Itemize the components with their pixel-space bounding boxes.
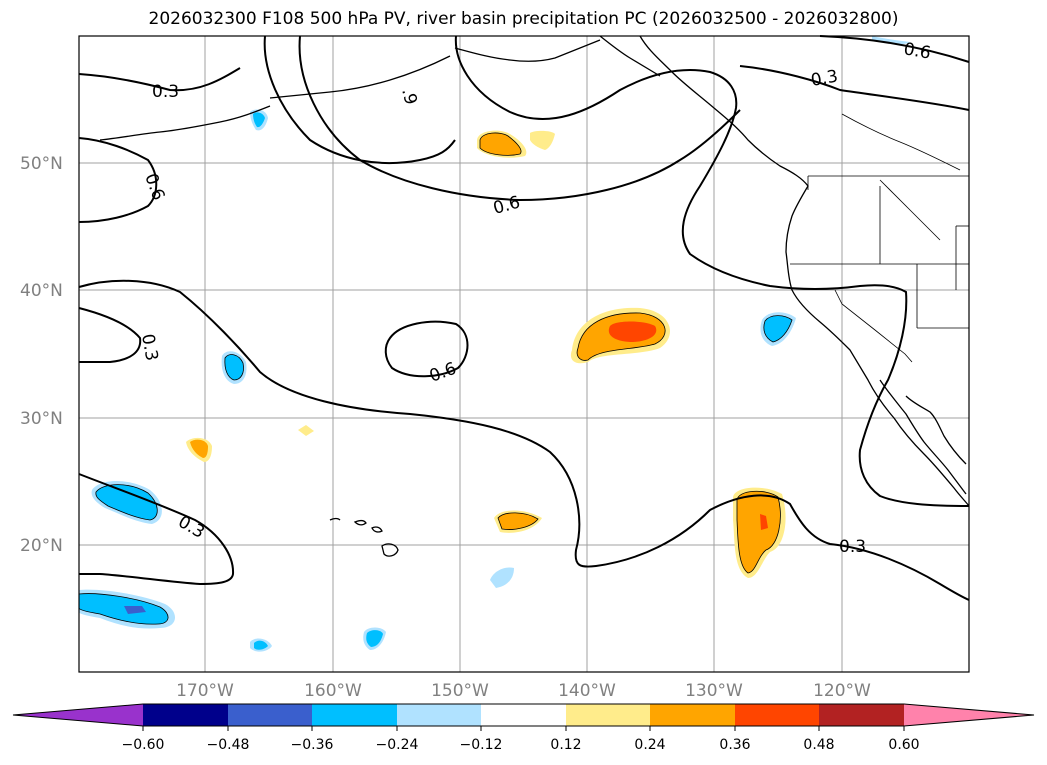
colorbar-tick-label: −0.12 (460, 737, 503, 753)
colorbar-tick-label: −0.48 (207, 737, 250, 753)
colorbar-tick-label: 0.24 (634, 737, 665, 753)
colorbar-segment (312, 704, 397, 726)
precip-blob-negative (224, 354, 244, 380)
contour-label: 0.3 (152, 82, 179, 102)
contour-label: 0.3 (809, 67, 839, 91)
precip-blob-negative (254, 640, 268, 650)
political-boundaries (790, 113, 969, 363)
colorbar-extend-low (13, 704, 143, 726)
lon-label-130w: 130°W (685, 681, 743, 701)
latitude-labels: 50°N 40°N 30°N 20°N (20, 154, 63, 556)
precip-blob-positive (760, 514, 768, 530)
colorbar-segment (481, 704, 566, 726)
colorbar-tick-label: 0.48 (803, 737, 834, 753)
precip-blob-negative (763, 315, 792, 342)
map-frame (78, 35, 970, 673)
colorbar-segment (735, 704, 819, 726)
colorbar: −0.60 −0.48 −0.36 −0.24 −0.12 0.12 0.24 … (12, 703, 1035, 753)
pv-contours (78, 35, 970, 601)
precip-blob-negative (366, 630, 383, 647)
lat-label-50n: 50°N (20, 154, 63, 174)
colorbar-tick-label: 0.12 (550, 737, 581, 753)
lat-label-20n: 20°N (20, 536, 63, 556)
map-panel (79, 36, 969, 672)
lon-label-160w: 160°W (304, 681, 362, 701)
contour-label: 0.3 (137, 332, 161, 362)
precip-blob-positive (498, 512, 538, 530)
precip-blob-positive (190, 439, 208, 458)
colorbar-tick-label: 0.36 (719, 737, 750, 753)
precip-blob-positive (530, 130, 555, 150)
contour-label: .9 (397, 86, 421, 107)
contour-label: 0.6 (902, 39, 932, 63)
lon-label-170w: 170°W (176, 681, 234, 701)
precip-blob-positive (737, 491, 781, 573)
colorbar-extend-high (904, 704, 1034, 726)
colorbar-tick-label: −0.36 (291, 737, 334, 753)
colorbar-segment (566, 704, 650, 726)
lon-label-140w: 140°W (558, 681, 616, 701)
precip-outlines (78, 132, 793, 625)
colorbar-segment (143, 704, 228, 726)
lon-label-150w: 150°W (431, 681, 489, 701)
colorbar-segment (397, 704, 481, 726)
colorbar-tick-label: −0.24 (376, 737, 419, 753)
lon-label-120w: 120°W (813, 681, 871, 701)
precip-blob-negative (253, 112, 265, 128)
precip-blob-negative (490, 567, 514, 588)
lat-label-30n: 30°N (20, 409, 63, 429)
colorbar-tick-label: 0.60 (888, 737, 919, 753)
longitude-labels: 170°W 160°W 150°W 140°W 130°W 120°W (176, 681, 871, 701)
colorbar-segment (650, 704, 735, 726)
precip-blob-negative (124, 606, 146, 614)
precip-blob-positive (298, 425, 314, 436)
precip-shading (79, 36, 910, 652)
precip-blob-negative (79, 593, 169, 625)
colorbar-tick-label: −0.60 (122, 737, 165, 753)
map-title: 2026032300 F108 500 hPa PV, river basin … (148, 9, 899, 29)
precip-blob-positive (608, 321, 657, 342)
contour-label: 0.3 (839, 537, 866, 557)
colorbar-segment (819, 704, 904, 726)
colorbar-segment (228, 704, 312, 726)
precip-blob-negative (95, 484, 158, 520)
lat-label-40n: 40°N (20, 281, 63, 301)
